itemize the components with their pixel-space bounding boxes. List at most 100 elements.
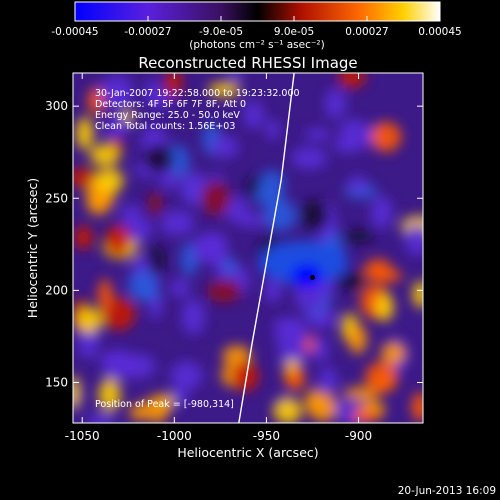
heatmap-blob <box>86 189 111 215</box>
heatmap-blob <box>231 361 259 392</box>
heatmap-blob <box>222 345 252 367</box>
heatmap-blob <box>259 170 285 198</box>
colorbar-tick-label: -0.00027 <box>124 26 171 38</box>
chart-title: Reconstructed RHESSI Image <box>138 54 357 72</box>
heatmap-blob <box>304 128 332 141</box>
footer-timestamp: 20-Jun-2013 16:09 <box>398 485 496 497</box>
heatmap-blob <box>73 375 81 410</box>
heatmap-blob <box>404 223 423 256</box>
y-tick-label: 300 <box>45 99 68 113</box>
heatmap-blob <box>145 78 160 106</box>
colorbar-tick-label: 9.0e-05 <box>274 26 314 38</box>
x-tick-label: -1000 <box>157 429 192 443</box>
heatmap-blob <box>300 199 329 232</box>
heatmap-blob <box>222 258 237 275</box>
x-tick-label: -900 <box>345 429 372 443</box>
heatmap-blob <box>138 287 161 300</box>
heatmap-blob <box>124 217 153 242</box>
heatmap-blob <box>100 74 133 108</box>
heatmap-blob <box>366 269 403 283</box>
heatmap-blob <box>181 299 205 335</box>
heatmap-blob <box>258 240 349 285</box>
peak-position-label: Position of Peak = [-980,314] <box>95 399 234 410</box>
x-tick-label: -950 <box>253 429 280 443</box>
annotation-line: 30-Jan-2007 19:22:58.000 to 19:23:32.000 <box>95 88 300 99</box>
heatmap-blob <box>129 403 149 421</box>
heatmap-blob <box>97 278 113 312</box>
heatmap-blob <box>211 135 239 159</box>
heatmap-blob <box>200 181 231 216</box>
heatmap-blob <box>102 297 136 331</box>
heatmap-blob <box>381 341 406 365</box>
heatmap-blob <box>291 147 328 170</box>
heatmap-blob <box>74 307 104 333</box>
x-tick-label: -1050 <box>65 429 100 443</box>
heatmap-blob <box>105 224 131 257</box>
annotation-line: Detectors: 4F 5F 6F 7F 8F, Att 0 <box>95 99 246 110</box>
heatmap-blob <box>411 392 423 422</box>
heatmap-blob <box>143 395 170 423</box>
heatmap-blob <box>170 278 190 298</box>
heatmap-blob <box>318 367 338 393</box>
colorbar-ticks: -0.00045 -0.00027 -9.0e-05 9.0e-05 0.00027 0.… <box>51 16 462 38</box>
x-axis-label: Heliocentric X (arcsec) <box>177 445 318 460</box>
colorbar-tick-label: -0.00045 <box>51 26 98 38</box>
heatmap-blob <box>101 349 136 380</box>
heatmap-blob <box>342 229 375 243</box>
heatmap-blob <box>348 175 368 194</box>
solar-limb-curve <box>238 73 295 423</box>
heatmap-blob <box>160 167 178 191</box>
heatmap-blob <box>147 192 163 216</box>
heatmap-blob <box>86 413 114 423</box>
heatmap-blob <box>87 87 105 115</box>
heatmap-blob <box>148 244 165 276</box>
heatmap-blob <box>159 210 195 236</box>
heatmap-blob <box>370 121 402 152</box>
heatmap-blob <box>348 324 368 354</box>
axis-ticks: -1050 -1000 -950 -900 150 200 250 300 <box>45 73 423 443</box>
y-tick-label: 250 <box>45 191 68 205</box>
heatmap-blob <box>164 73 183 97</box>
plot-frame <box>72 72 424 424</box>
heatmap-blob <box>208 82 241 97</box>
colorbar-tick-label: 0.00027 <box>345 26 388 38</box>
heatmap-blob <box>284 368 306 390</box>
heatmap-blob <box>75 117 94 150</box>
heatmap-blob <box>339 119 369 147</box>
y-tick-label: 150 <box>45 375 68 389</box>
heatmap-blob <box>265 119 281 140</box>
heatmap-blob <box>370 195 393 230</box>
heatmap-blob <box>263 279 282 303</box>
annotation-text: 30-Jan-2007 19:22:58.000 to 19:23:32.000… <box>95 88 300 410</box>
y-tick-label: 200 <box>45 283 68 297</box>
colorbar: -0.00045 -0.00027 -9.0e-05 9.0e-05 0.00027 0.… <box>51 1 462 51</box>
heatmap-blob <box>313 336 329 364</box>
heatmap-blob <box>192 232 222 264</box>
heatmap-blob <box>143 144 174 174</box>
heatmap-blob <box>307 392 339 422</box>
heatmap-blob <box>263 199 297 232</box>
heatmap-blob <box>98 378 121 412</box>
annotation-line: Energy Range: 25.0 - 50.0 keV <box>95 110 240 121</box>
colorbar-gradient <box>74 1 441 22</box>
heatmap-blob <box>412 280 423 309</box>
heatmap-blob <box>89 143 121 167</box>
heatmap-blob <box>375 293 394 322</box>
annotation-line: Clean Total counts: 1.56E+03 <box>95 121 235 132</box>
colorbar-tick-label: 0.00045 <box>418 26 461 38</box>
plot-area: -1050 -1000 -950 -900 150 200 250 300 30-Jan-20… <box>45 72 424 443</box>
heatmap-blob <box>228 73 244 81</box>
heatmap-blob <box>273 397 303 423</box>
colorbar-units: (photons cm⁻² s⁻¹ asec⁻²) <box>189 39 324 51</box>
heatmap-blob <box>243 100 264 129</box>
heatmap-blob <box>272 317 307 334</box>
heatmap-blob <box>333 400 351 414</box>
heatmap-blob <box>77 324 100 359</box>
y-axis-label: Heliocentric Y (arcsec) <box>25 178 40 318</box>
heatmap-blob <box>105 116 129 138</box>
heatmap-image <box>73 73 423 423</box>
heatmap-blob <box>170 361 203 390</box>
peak-marker <box>309 274 315 280</box>
heatmap-blob <box>343 387 379 400</box>
